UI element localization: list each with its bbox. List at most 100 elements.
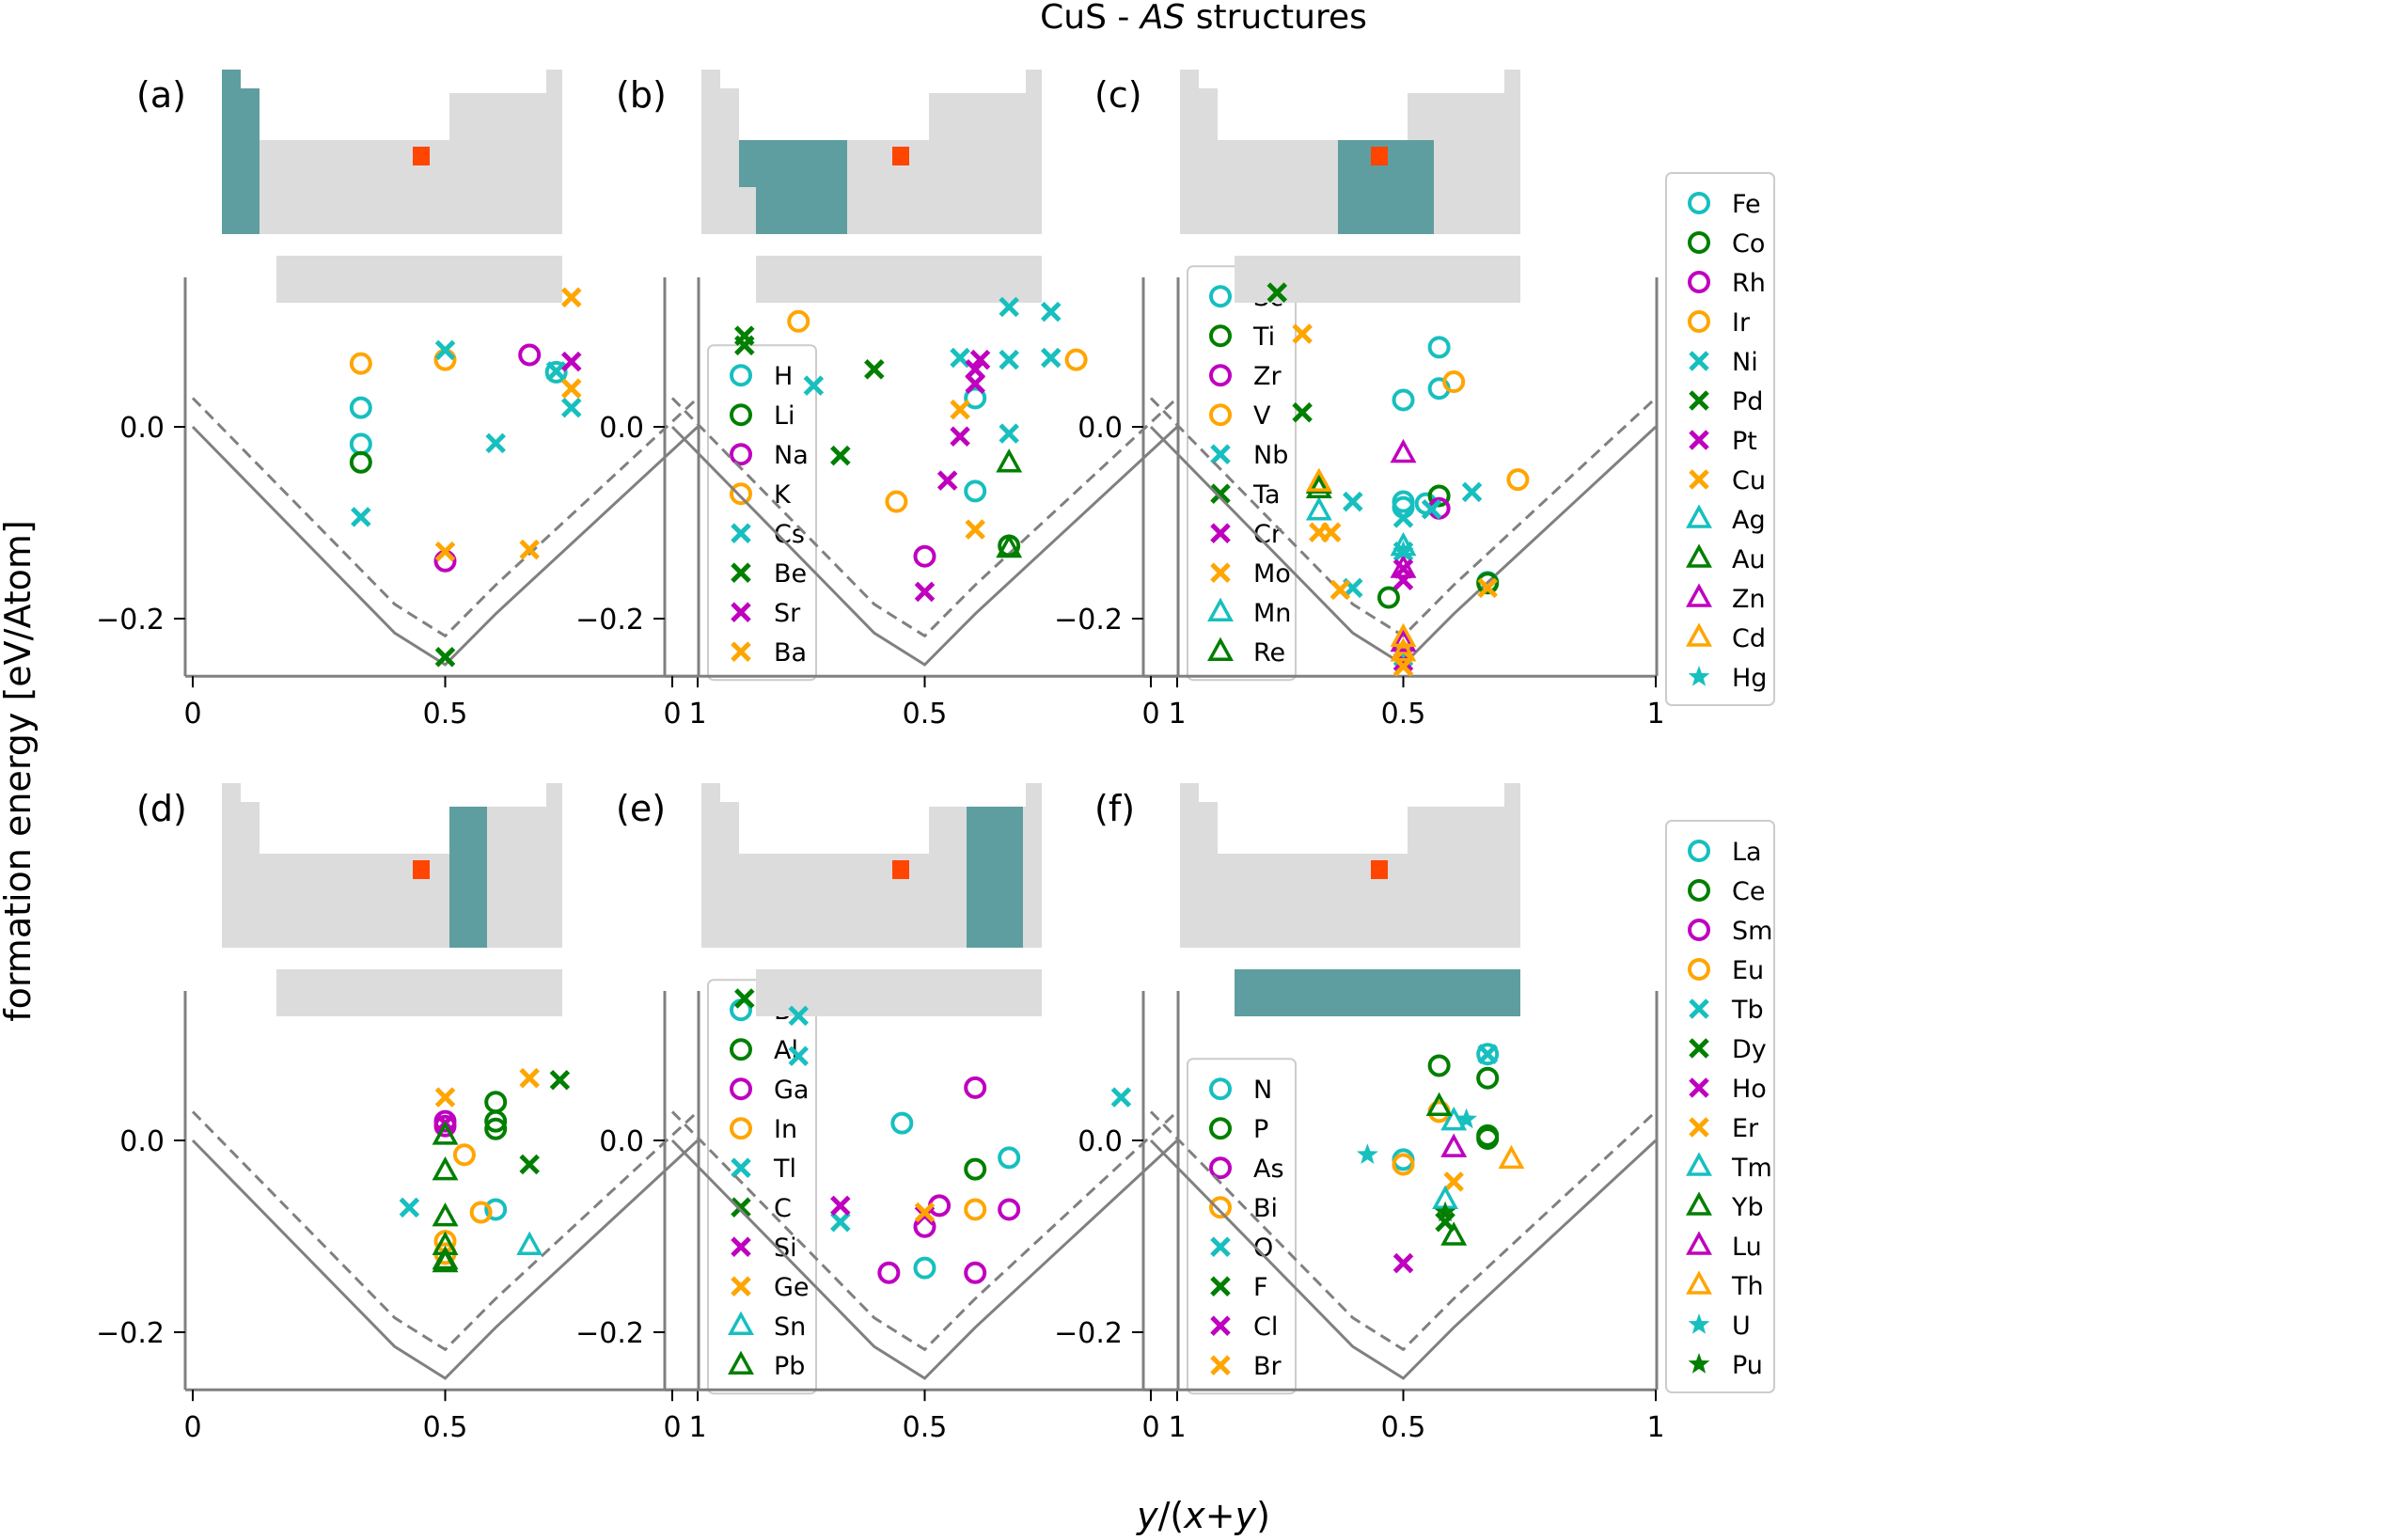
legend-label-tm: Tm: [1731, 1154, 1772, 1183]
marker-tm: [1440, 1106, 1468, 1131]
x-tick-label: 1: [1646, 698, 1664, 731]
y-tick-label: 0.0: [599, 412, 644, 445]
marker-cr: [950, 426, 970, 447]
marker-u: [1357, 1143, 1378, 1164]
legend-marker-cs: [731, 523, 751, 543]
marker-fe: [1427, 336, 1451, 359]
periodic-table-main: [701, 783, 1042, 948]
marker-tl: [399, 1197, 420, 1218]
legend-marker-sc: [1209, 285, 1232, 308]
legend-marker-be: [731, 562, 751, 583]
panel-label: (d): [136, 788, 187, 829]
legend-marker-zr: [1209, 364, 1232, 387]
legend-marker-ni: [1689, 351, 1709, 371]
y-tick-label: 0.0: [119, 1125, 165, 1158]
marker-ba: [560, 287, 582, 308]
legend-label-k: K: [774, 480, 792, 510]
marker-co: [1427, 484, 1451, 508]
marker-al: [484, 1091, 508, 1114]
legend-marker-ir: [1688, 310, 1710, 333]
periodic-table-f-block: [276, 256, 562, 303]
legend-marker-pb: [728, 1350, 754, 1375]
legend-box: [1187, 1058, 1297, 1395]
marker-cd: [1305, 467, 1332, 492]
legend-label-hg: Hg: [1732, 664, 1767, 693]
marker-nb: [999, 296, 1019, 318]
legend-box: [1665, 172, 1775, 706]
marker-ni: [1421, 498, 1442, 520]
legend-marker-cu: [1689, 469, 1709, 490]
marker-be: [434, 647, 456, 668]
legend-label-er: Er: [1732, 1114, 1759, 1143]
legend-marker-dy: [1689, 1038, 1709, 1059]
periodic-table-highlight: [1338, 140, 1434, 234]
legend-marker-hg: [1688, 666, 1710, 686]
marker-na: [518, 343, 542, 367]
legend-label-cu: Cu: [1732, 466, 1766, 495]
marker-u: [1455, 1108, 1477, 1129]
legend-label-ba: Ba: [774, 638, 807, 668]
legend-label-tl: Tl: [773, 1155, 796, 1184]
legend-marker-au: [1686, 543, 1712, 568]
x-tick-label: 0.5: [423, 1411, 468, 1444]
periodic-table-marker: [413, 860, 430, 879]
x-tick-label: 0: [663, 698, 681, 731]
periodic-table-main: [1180, 783, 1520, 948]
marker-pu: [1434, 1201, 1456, 1222]
marker-as: [877, 1261, 901, 1284]
legend-label-fe: Fe: [1732, 190, 1761, 219]
x-tick-label: 0: [1141, 698, 1159, 731]
legend-marker-tb: [1689, 998, 1709, 1019]
legend-marker-ba: [731, 641, 751, 662]
legend-marker-bi: [1209, 1196, 1232, 1219]
legend-label-pt: Pt: [1732, 427, 1757, 456]
legend-label-sm: Sm: [1732, 917, 1772, 946]
marker-al: [484, 1117, 508, 1140]
y-tick-label: 0.0: [1078, 1125, 1123, 1158]
legend-label-h: H: [774, 362, 793, 391]
legend-marker-co: [1688, 231, 1710, 254]
periodic-table-f-block: [756, 969, 1042, 1016]
marker-cs: [560, 397, 582, 418]
legend-label-ir: Ir: [1732, 308, 1751, 338]
marker-ni: [1461, 481, 1483, 503]
legend-marker-eu: [1688, 958, 1710, 981]
x-tick-label: 0: [183, 1411, 201, 1444]
marker-cu: [1320, 522, 1342, 542]
y-tick-label: −0.2: [1054, 1317, 1123, 1350]
marker-li: [349, 450, 372, 474]
marker-n: [913, 1256, 936, 1280]
legend-label-be: Be: [774, 559, 807, 589]
legend-marker-ta: [1210, 483, 1231, 504]
marker-cs: [351, 507, 371, 527]
x-tick-label: 1: [1168, 1411, 1186, 1444]
legend-marker-la: [1688, 840, 1710, 862]
y-tick-label: 0.0: [599, 1125, 644, 1158]
marker-as: [964, 1261, 987, 1284]
marker-zn: [1390, 627, 1417, 652]
marker-fe: [1392, 388, 1415, 412]
periodic-table-highlight: [739, 140, 847, 234]
marker-ni: [1392, 508, 1414, 528]
legend-marker-sn: [728, 1311, 754, 1335]
marker-ce: [1476, 1066, 1500, 1090]
marker-o: [788, 1045, 810, 1067]
periodic-table-marker: [1371, 147, 1388, 165]
marker-cs: [485, 432, 506, 454]
legend-label-la: La: [1732, 838, 1762, 867]
marker-pb: [432, 1156, 459, 1181]
panel-label: (c): [1094, 74, 1142, 116]
x-tick-label: 0: [183, 698, 201, 731]
legend-label-mn: Mn: [1253, 599, 1291, 628]
y-axis-label: formation energy [eV/Atom]: [0, 520, 39, 1022]
legend-label-sn: Sn: [774, 1312, 806, 1342]
legend-marker-li: [730, 403, 752, 427]
legend-label-pd: Pd: [1732, 387, 1763, 416]
legend-label-zn: Zn: [1732, 585, 1766, 614]
x-tick-label: 1: [1168, 698, 1186, 731]
marker-pt: [1392, 570, 1414, 590]
marker-ir: [1506, 468, 1530, 492]
legend-marker-o: [1210, 1236, 1231, 1257]
marker-nb: [999, 349, 1019, 370]
